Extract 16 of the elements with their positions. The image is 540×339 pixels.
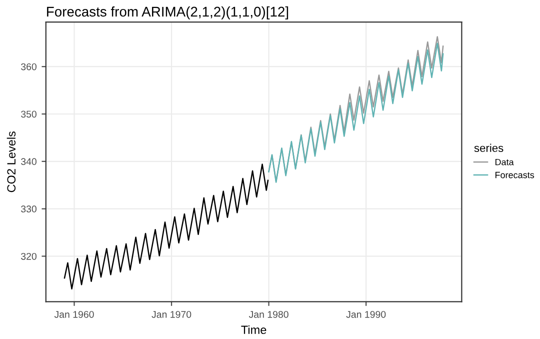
x-tick-label: Jan 1960 [54, 310, 94, 318]
legend-label: Forecasts [495, 172, 534, 178]
chart-title: Forecasts from ARIMA(2,1,2)(1,1,0)[12] [47, 6, 288, 20]
x-tick-label: Jan 1990 [346, 310, 386, 318]
x-tick-label: Jan 1980 [248, 310, 288, 318]
legend-label: Data [495, 158, 514, 166]
y-tick-label: 360 [21, 63, 36, 70]
y-axis-title: CO2 Levels [6, 131, 16, 192]
legend-title: series [474, 144, 504, 152]
y-tick-label: 350 [21, 110, 36, 118]
y-tick-label: 330 [21, 206, 36, 212]
y-tick-label: 320 [21, 252, 36, 260]
y-tick-label: 340 [21, 158, 36, 166]
x-axis-title: Time [241, 325, 266, 334]
x-tick-label: Jan 1970 [152, 310, 192, 318]
line-series [64, 164, 269, 290]
